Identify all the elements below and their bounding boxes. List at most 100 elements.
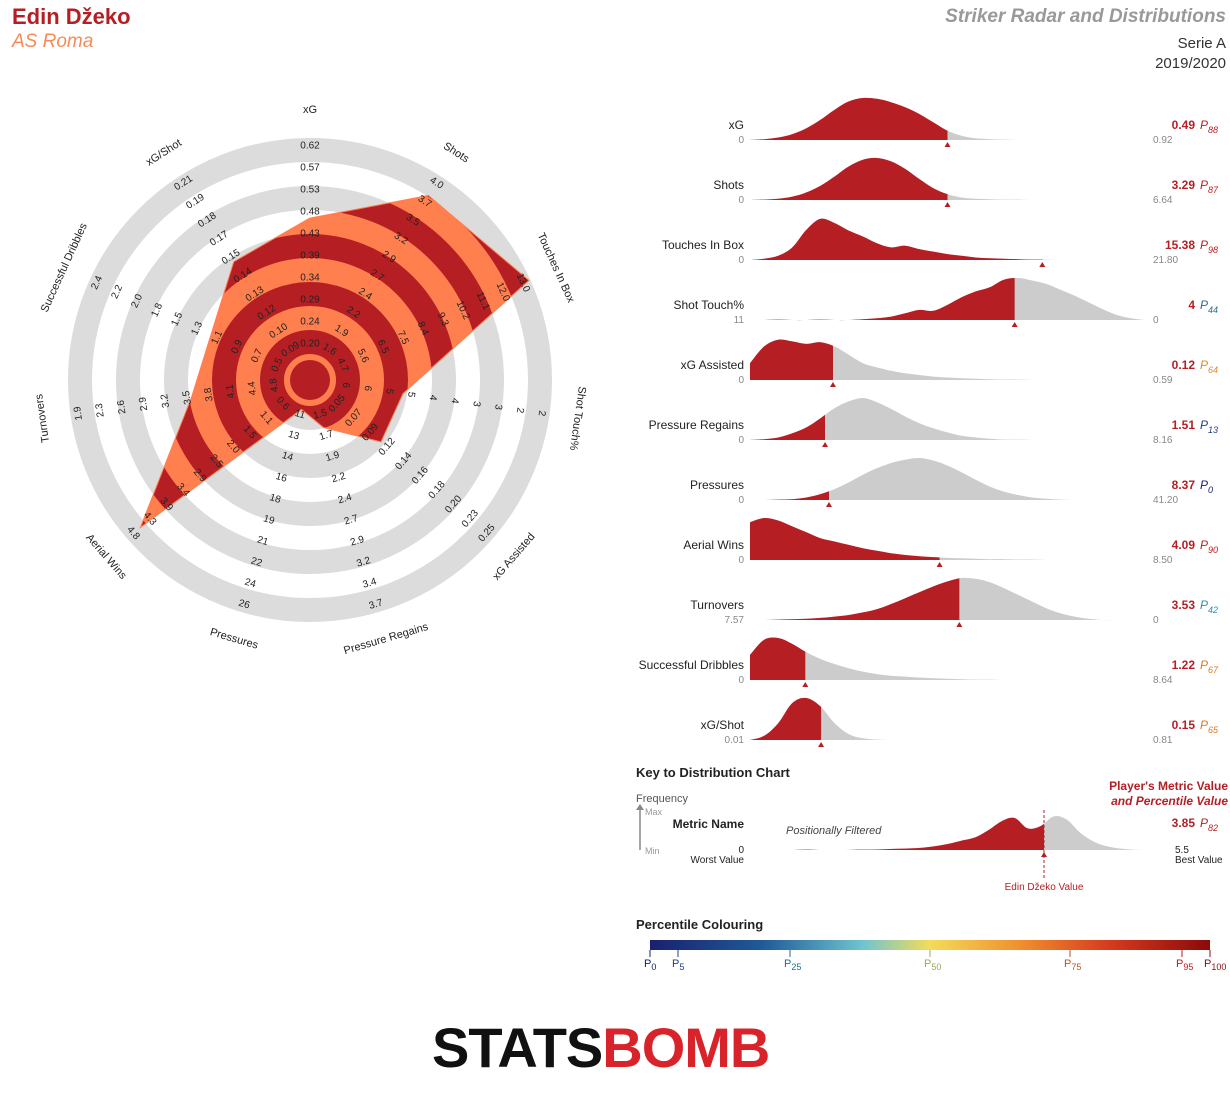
radar-tick-label: 3.8 [203,386,216,402]
distribution-metric-name: Pressure Regains [649,418,744,432]
logo-bomb: BOMB [602,1016,770,1079]
percentile-tick-label: P5 [672,958,684,972]
radar-tick-label: 2.6 [116,399,129,415]
distribution-min-value: 0 [738,675,744,686]
key-frequency-label: Frequency [636,793,688,805]
radar-tick-label: 1.9 [72,405,85,421]
radar-axis-label-touches-in-box: Touches In Box [535,231,577,305]
radar-tick-label: 7.5 [395,329,411,347]
distribution-max-value: 41.20 [1153,495,1178,506]
radar-tick-label: 0.29 [300,295,320,306]
radar-tick-label: 1.9 [324,450,341,465]
distribution-metric-name: Turnovers [690,598,744,612]
logo-stats: STATS [432,1016,603,1079]
radar-tick-label: 4.1 [224,383,237,399]
distribution-metric-name: xG Assisted [681,358,744,372]
radar-tick-label: 0.57 [300,163,320,174]
distribution-area-red [750,697,822,740]
radar-tick-label: 2.3 [94,402,107,418]
radar-tick-label: 24 [243,577,257,591]
radar-tick-label: 11 [293,408,306,422]
distribution-row-aerial-wins: Aerial Wins 0 8.50 4.09 P90 [683,517,1218,567]
distribution-percentile: P44 [1200,298,1218,315]
radar-tick-label: 21 [256,534,270,548]
radar-tick-label: 3 [470,400,482,408]
statsbomb-logo: STATSBOMB [432,1016,770,1079]
key-min-label: Min [645,846,660,856]
radar-tick-label: 1.5 [312,407,329,422]
distribution-max-value: 8.64 [1153,675,1173,686]
distribution-area-red [750,637,806,680]
key-player-marker [1041,852,1047,857]
distribution-percentile: P87 [1200,178,1219,195]
distribution-player-value: 0.49 [1172,118,1196,132]
key-example-value: 3.85 [1172,816,1196,830]
radar-tick-label: 22 [250,556,264,570]
distribution-metric-name: Shots [713,178,744,192]
radar-tick-label: 13 [287,429,301,443]
distribution-area-red [750,339,833,380]
radar-tick-label: 16 [274,471,288,485]
distribution-row-shot-touch: Shot Touch% 11 0 4 P44 [674,277,1218,327]
radar-tick-label: 19 [262,513,276,527]
key-player-marker-label: Edin Džeko Value [1005,882,1084,893]
percentile-gradient-bar [650,940,1210,950]
radar-tick-label: 0.39 [300,251,320,262]
radar-tick-label: 6 [340,382,352,390]
radar-tick-label: 2.2 [109,283,125,301]
radar-tick-label: 2.9 [137,396,150,412]
season-label: 2019/2020 [1155,55,1226,72]
distribution-player-value: 8.37 [1172,478,1196,492]
radar-tick-label: 6.5 [375,338,391,356]
distribution-player-value: 1.22 [1172,658,1196,672]
percentile-tick-label: P75 [1064,958,1081,972]
radar-tick-label: 3.4 [362,576,379,591]
percentile-tick-label: P95 [1176,958,1193,972]
distribution-row-turnovers: Turnovers 7.57 0 3.53 P42 [690,577,1218,627]
distribution-area-gray [750,397,1145,441]
radar-tick-label: 2 [536,410,548,418]
distribution-marker [936,562,943,567]
radar-tick-label: 5 [383,388,395,396]
radar-tick-label: 2.4 [337,492,354,507]
radar-tick-label: 0.5 [270,356,286,374]
distribution-max-value: 0.92 [1153,135,1173,146]
distribution-metric-name: xG/Shot [701,718,745,732]
radar-tick-label: 4 [448,397,460,405]
radar-tick-label: 2 [514,407,526,415]
distribution-metric-name: Successful Dribbles [639,658,744,672]
distribution-charts: xG 0 0.92 0.49 P88 Shots 0 6.64 3.29 P87 Touches I… [639,97,1219,747]
radar-tick-label: 14 [281,450,295,464]
distribution-player-value: 3.53 [1172,598,1196,612]
key-filtered-label: Positionally Filtered [786,825,882,837]
distribution-percentile: P67 [1200,658,1219,675]
distribution-area-red [750,491,829,501]
distribution-row-xg: xG 0 0.92 0.49 P88 [729,97,1218,147]
distribution-percentile: P65 [1200,718,1219,735]
radar-tick-label: 0.62 [300,141,320,152]
radar-axis-label-aerial-wins: Aerial Wins [83,532,129,582]
distribution-player-value: 0.12 [1172,358,1196,372]
distribution-percentile: P98 [1200,238,1218,255]
distribution-marker [822,442,829,447]
radar-tick-label: 4 [427,394,439,402]
distribution-min-value: 0 [738,435,744,446]
distribution-min-value: 0 [738,495,744,506]
distribution-metric-name: Aerial Wins [683,538,744,552]
distribution-area-gray [750,339,1145,381]
distribution-min-value: 0 [738,135,744,146]
distribution-player-value: 0.15 [1172,718,1196,732]
distribution-marker [802,682,809,687]
distribution-max-value: 0 [1153,315,1159,326]
distribution-player-value: 3.29 [1172,178,1196,192]
radar-ring-gray [116,186,504,574]
distribution-marker [1039,262,1046,267]
radar-tick-label: 6 [361,385,373,393]
radar-axis-label-shots: Shots [441,140,472,166]
key-worst-value-label: Worst Value [690,855,744,866]
distribution-area-red [750,517,940,560]
distribution-area-gray [750,637,1145,681]
distribution-percentile: P88 [1200,118,1218,135]
distribution-area-red [750,277,1015,321]
distribution-key: Key to Distribution Chart Frequency Max Min… [636,765,1228,893]
